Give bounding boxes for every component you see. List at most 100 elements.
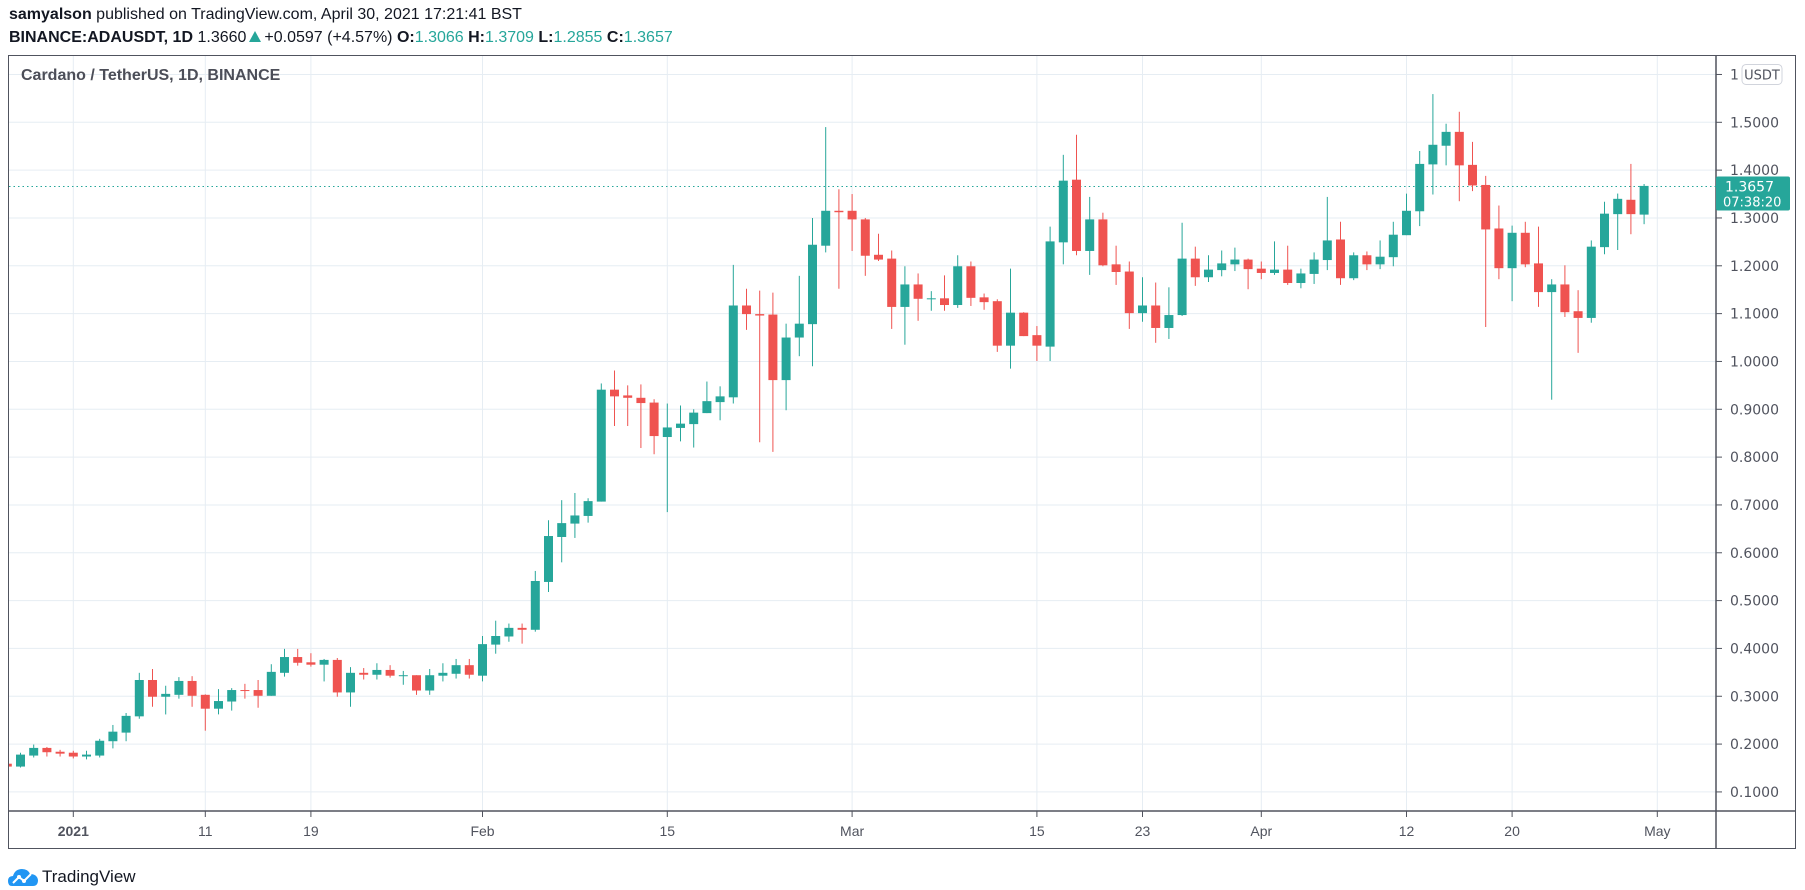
candle-up[interactable] <box>544 520 553 592</box>
candle-up[interactable] <box>662 403 672 513</box>
candle-up[interactable] <box>16 752 25 768</box>
candle-up[interactable] <box>530 570 540 632</box>
candle-up[interactable] <box>1375 240 1385 270</box>
candle-up[interactable] <box>121 713 131 742</box>
candle-down[interactable] <box>1032 326 1042 361</box>
candle-up[interactable] <box>821 127 831 253</box>
candle-up[interactable] <box>781 323 791 411</box>
candle-up[interactable] <box>1322 196 1332 271</box>
candle-up[interactable] <box>478 635 487 682</box>
candle-up[interactable] <box>1045 226 1055 361</box>
candle-down[interactable] <box>517 623 527 644</box>
candle-down[interactable] <box>1494 205 1504 280</box>
candle-down[interactable] <box>148 668 157 707</box>
candle-up[interactable] <box>1613 193 1623 251</box>
candle-down[interactable] <box>1124 261 1134 329</box>
candle-up[interactable] <box>953 255 963 308</box>
candle-up[interactable] <box>1415 150 1425 227</box>
candle-down[interactable] <box>755 290 765 443</box>
candle-down[interactable] <box>187 676 197 707</box>
candle-up[interactable] <box>1204 255 1213 283</box>
candle-up[interactable] <box>108 724 118 749</box>
candle-down[interactable] <box>306 653 316 667</box>
candle-down[interactable] <box>68 750 78 759</box>
tradingview-logo[interactable]: TradingView <box>8 866 136 888</box>
candle-down[interactable] <box>1098 212 1108 267</box>
candle-down[interactable] <box>834 189 844 289</box>
candle-up[interactable] <box>491 620 501 654</box>
candle-down[interactable] <box>1243 258 1253 290</box>
candle-up[interactable] <box>372 663 382 680</box>
candle-down[interactable] <box>1626 163 1636 235</box>
candle-up[interactable] <box>1600 201 1609 255</box>
candle-down[interactable] <box>1573 290 1583 353</box>
candle-up[interactable] <box>1547 279 1557 400</box>
candle-up[interactable] <box>1296 268 1306 289</box>
candle-up[interactable] <box>1586 240 1596 323</box>
candle-down[interactable] <box>1190 246 1200 286</box>
candle-up[interactable] <box>1217 250 1227 277</box>
candle-up[interactable] <box>82 750 91 760</box>
candle-up[interactable] <box>95 738 105 758</box>
candle-down[interactable] <box>3 762 12 767</box>
candle-down[interactable] <box>649 399 659 455</box>
candle-up[interactable] <box>1402 193 1411 236</box>
candle-down[interactable] <box>385 665 395 678</box>
candle-down[interactable] <box>412 675 421 695</box>
candle-down[interactable] <box>1362 251 1372 271</box>
candle-down[interactable] <box>464 658 474 679</box>
candle-up[interactable] <box>1058 154 1068 265</box>
candle-up[interactable] <box>504 623 514 642</box>
candle-down[interactable] <box>293 648 303 666</box>
candle-up[interactable] <box>1164 287 1174 339</box>
candle-up[interactable] <box>346 667 355 707</box>
candle-up[interactable] <box>266 664 276 696</box>
candle-up[interactable] <box>596 383 606 502</box>
candle-down[interactable] <box>768 292 778 452</box>
candle-down[interactable] <box>1481 175 1491 328</box>
candle-up[interactable] <box>161 685 171 715</box>
candle-down[interactable] <box>847 194 857 251</box>
candle-down[interactable] <box>1151 282 1161 343</box>
candle-up[interactable] <box>1309 252 1319 284</box>
candle-down[interactable] <box>874 233 883 262</box>
candle-up[interactable] <box>174 677 184 699</box>
candle-down[interactable] <box>240 683 250 699</box>
candle-down[interactable] <box>636 384 646 449</box>
candle-up[interactable] <box>794 275 804 357</box>
candle-down[interactable] <box>1468 141 1477 192</box>
candle-up[interactable] <box>280 648 289 677</box>
candle-down[interactable] <box>1283 245 1293 285</box>
candle-down[interactable] <box>1560 265 1570 317</box>
candle-up[interactable] <box>1177 222 1187 317</box>
candle-down[interactable] <box>1534 226 1543 307</box>
candle-down[interactable] <box>610 370 619 427</box>
candle-up[interactable] <box>689 409 699 448</box>
candle-up[interactable] <box>319 658 329 682</box>
candle-up[interactable] <box>29 744 39 758</box>
candle-down[interactable] <box>966 261 976 306</box>
candle-up[interactable] <box>451 658 461 679</box>
candle-down[interactable] <box>860 217 870 276</box>
candle-up[interactable] <box>1349 252 1359 281</box>
candle-down[interactable] <box>1111 245 1121 285</box>
candle-down[interactable] <box>1072 134 1081 256</box>
candle-up[interactable] <box>557 500 567 563</box>
candle-up[interactable] <box>214 689 223 715</box>
candle-down[interactable] <box>887 250 897 329</box>
candle-up[interactable] <box>1388 221 1398 267</box>
candle-up[interactable] <box>227 688 237 711</box>
candle-up[interactable] <box>1230 247 1240 272</box>
candle-up[interactable] <box>1085 196 1095 275</box>
candle-down[interactable] <box>1520 221 1530 268</box>
candle-up[interactable] <box>1006 268 1015 369</box>
candle-down[interactable] <box>1256 261 1266 280</box>
candle-down[interactable] <box>42 746 52 757</box>
candle-down[interactable] <box>55 749 65 757</box>
candle-down[interactable] <box>332 657 342 697</box>
candle-up[interactable] <box>702 381 712 414</box>
candle-down[interactable] <box>359 668 369 680</box>
candle-up[interactable] <box>900 266 910 345</box>
candle-down[interactable] <box>1019 312 1029 337</box>
